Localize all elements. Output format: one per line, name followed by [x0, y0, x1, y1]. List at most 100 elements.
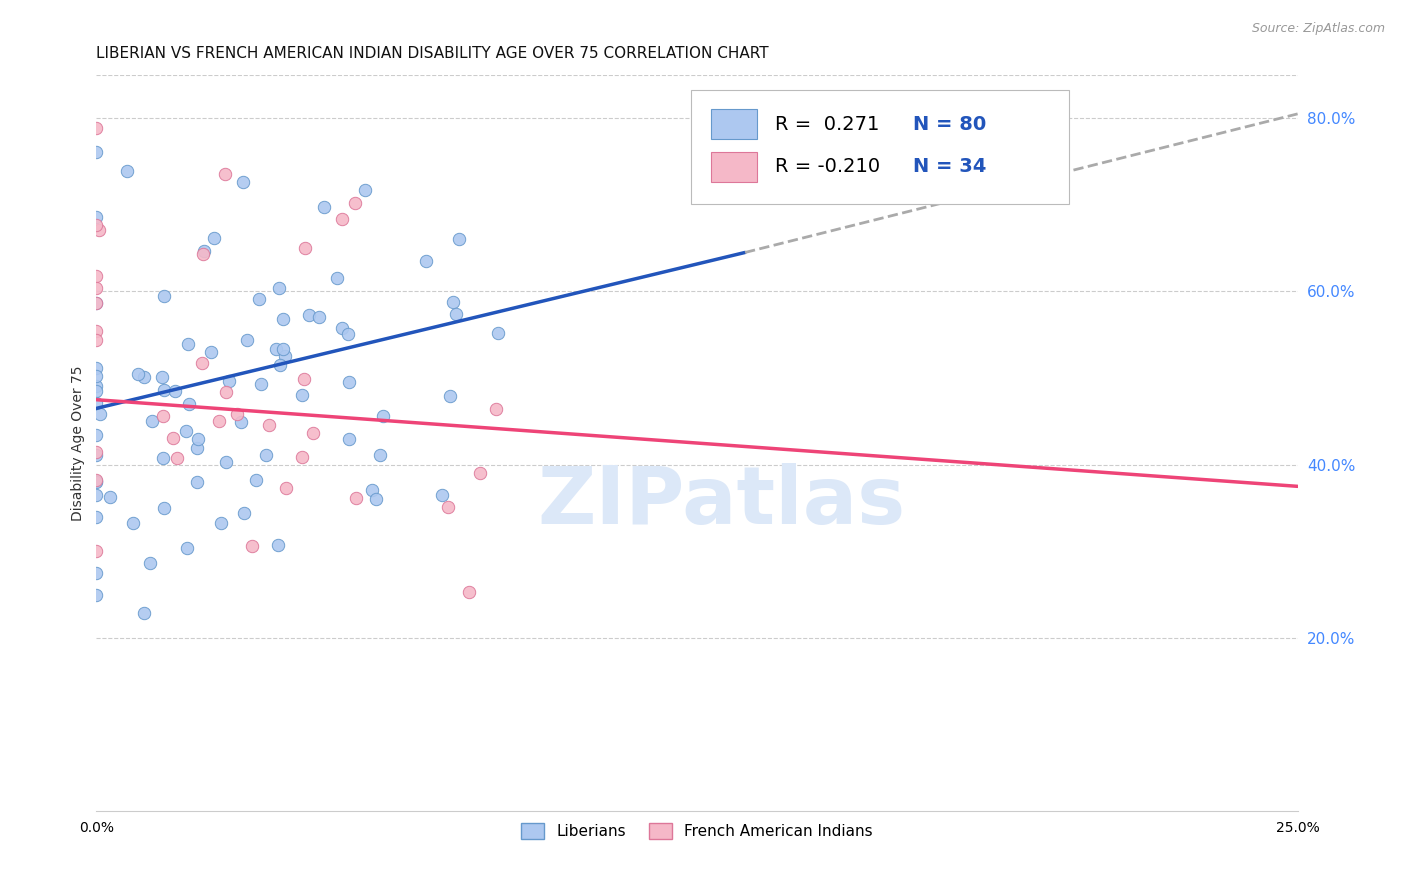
Point — [86, 296, 108, 310]
Point — [86, 218, 108, 232]
Point — [152, 289, 174, 303]
Point — [127, 368, 149, 382]
Point — [330, 212, 353, 227]
Point — [267, 281, 290, 295]
Point — [330, 320, 353, 334]
Point — [166, 450, 188, 465]
Point — [86, 488, 108, 502]
Point — [86, 378, 108, 392]
Point — [139, 556, 162, 570]
Point — [86, 428, 108, 442]
Point — [152, 409, 174, 423]
Point — [86, 396, 108, 410]
Point — [176, 541, 198, 555]
Point — [218, 374, 240, 388]
Point — [86, 475, 108, 489]
Point — [337, 326, 360, 341]
Point — [153, 384, 176, 398]
Y-axis label: Disability Age Over 75: Disability Age Over 75 — [72, 366, 86, 521]
Point — [115, 164, 138, 178]
Text: LIBERIAN VS FRENCH AMERICAN INDIAN DISABILITY AGE OVER 75 CORRELATION CHART: LIBERIAN VS FRENCH AMERICAN INDIAN DISAB… — [97, 46, 769, 62]
Point — [215, 454, 238, 468]
Point — [186, 442, 208, 456]
Point — [276, 481, 298, 495]
Point — [485, 402, 508, 417]
Point — [122, 516, 145, 530]
Point — [344, 491, 367, 505]
Point — [360, 483, 382, 498]
Point — [98, 490, 121, 504]
Text: ZIPatlas: ZIPatlas — [537, 463, 905, 541]
Point — [134, 606, 156, 620]
Point — [153, 501, 176, 516]
Point — [86, 473, 108, 487]
Point — [165, 384, 187, 398]
Point — [247, 292, 270, 306]
Point — [446, 307, 468, 321]
Point — [302, 425, 325, 440]
Point — [245, 473, 267, 487]
Point — [233, 506, 256, 520]
Point — [141, 414, 163, 428]
Point — [177, 397, 200, 411]
Legend: Liberians, French American Indians: Liberians, French American Indians — [516, 819, 877, 844]
Point — [152, 451, 174, 466]
Point — [187, 432, 209, 446]
Point — [343, 195, 366, 210]
Point — [257, 418, 280, 433]
Point — [236, 333, 259, 347]
Point — [134, 370, 156, 384]
Point — [271, 342, 294, 356]
Point — [439, 389, 461, 403]
Point — [86, 588, 108, 602]
Point — [337, 432, 360, 446]
Point — [225, 408, 247, 422]
Point — [177, 337, 200, 351]
Point — [447, 232, 470, 246]
Point — [271, 312, 294, 326]
Point — [86, 510, 108, 524]
Point — [86, 281, 108, 295]
Point — [250, 377, 273, 392]
Point — [470, 467, 492, 481]
Point — [368, 448, 391, 462]
Point — [86, 296, 108, 310]
Point — [264, 342, 287, 356]
Point — [430, 488, 453, 502]
Bar — [711, 153, 756, 182]
Text: N = 34: N = 34 — [914, 157, 987, 177]
Point — [86, 369, 108, 384]
Point — [86, 361, 108, 376]
Point — [86, 121, 108, 136]
Point — [86, 544, 108, 558]
Point — [292, 372, 315, 386]
Text: N = 80: N = 80 — [914, 115, 987, 134]
Text: R =  0.271: R = 0.271 — [775, 115, 879, 134]
Point — [86, 384, 108, 399]
Point — [193, 244, 215, 258]
Point — [200, 345, 222, 359]
Point — [291, 450, 314, 465]
Point — [458, 585, 481, 599]
Point — [209, 516, 232, 530]
Point — [87, 223, 110, 237]
Point — [437, 500, 460, 514]
Point — [266, 538, 288, 552]
Point — [191, 356, 214, 370]
Point — [202, 231, 225, 245]
Point — [215, 384, 238, 399]
Point — [186, 475, 208, 489]
Point — [162, 430, 184, 444]
Point — [86, 333, 108, 347]
Point — [373, 409, 395, 423]
Point — [269, 359, 291, 373]
Bar — [711, 110, 756, 139]
Point — [486, 326, 509, 340]
Point — [441, 295, 464, 310]
Point — [86, 211, 108, 225]
Point — [242, 540, 264, 554]
Point — [150, 369, 173, 384]
Point — [86, 324, 108, 338]
Point — [86, 448, 108, 462]
FancyBboxPatch shape — [690, 89, 1070, 203]
